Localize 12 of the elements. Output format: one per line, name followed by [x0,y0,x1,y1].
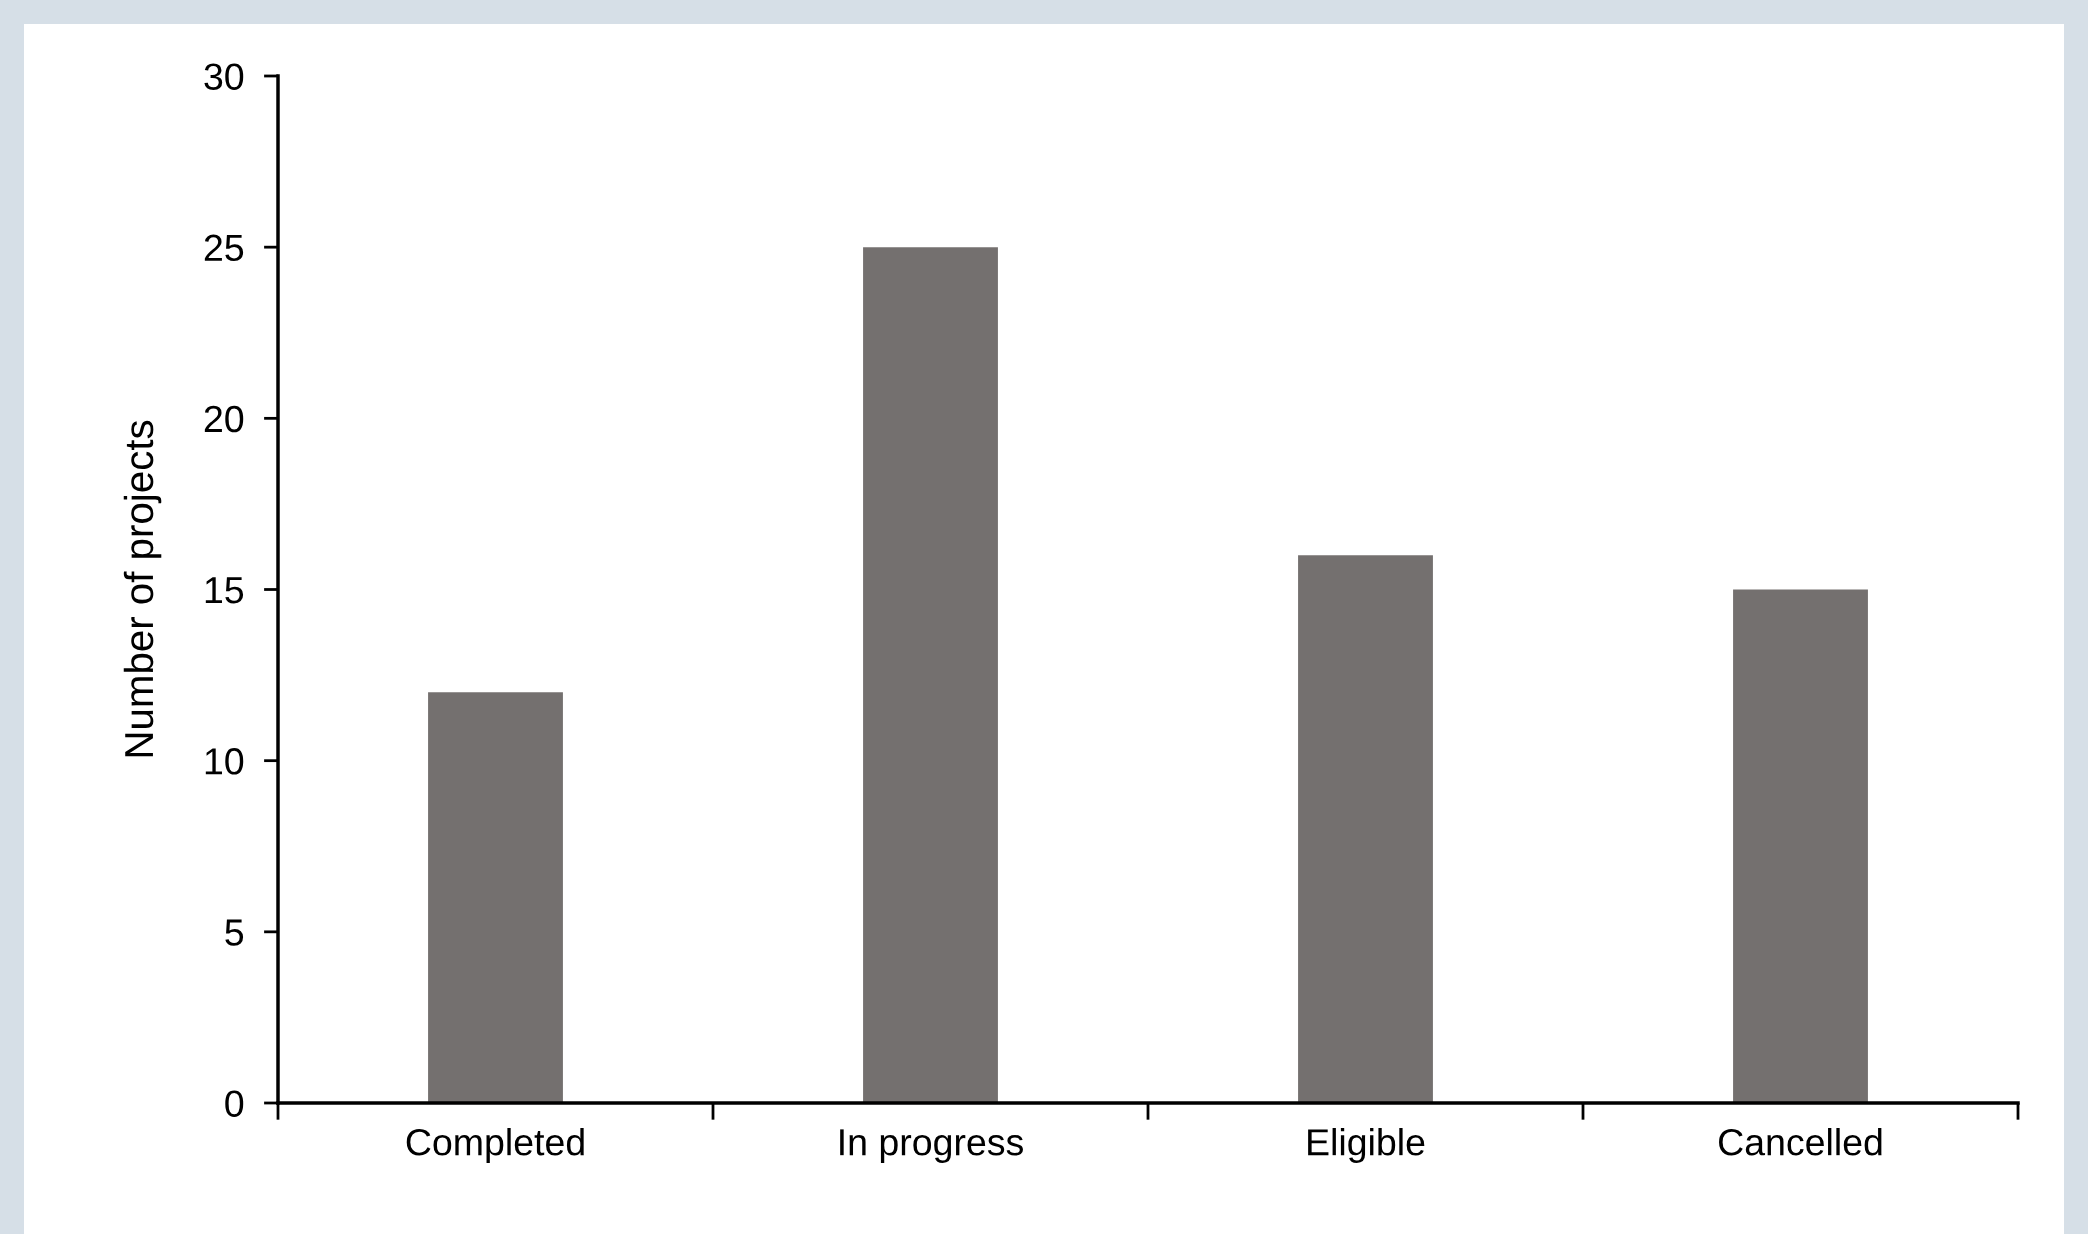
y-tick-label: 20 [204,405,244,433]
x-tick-label: Eligible [1308,1128,1425,1163]
y-tick-label: 5 [225,919,244,946]
y-tick-label: 30 [204,63,244,90]
y-tick-label: 10 [205,748,244,775]
x-tick-label: Completed [406,1128,584,1163]
y-tick-label: 25 [204,234,244,262]
x-tick-label: In progress [840,1129,1023,1163]
x-tick-label: Cancelled [1719,1128,1882,1156]
y-tick-label: 0 [225,1090,244,1117]
y-tick-label: 15 [205,577,244,604]
y-axis-title: Number of projects [123,420,162,757]
